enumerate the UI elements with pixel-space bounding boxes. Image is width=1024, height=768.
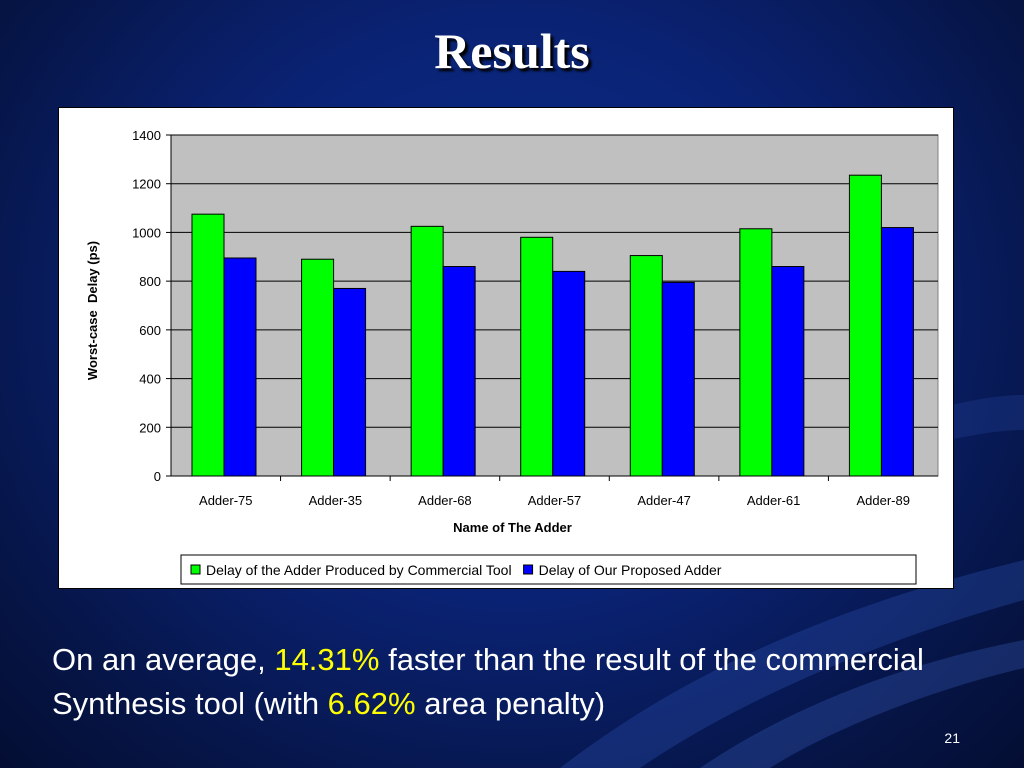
bar-chart: 0 200 400 600 800 1000 1200 1400 Adder-75 Adder-3…: [85, 128, 939, 585]
bar-proposed: [442, 266, 476, 477]
y-tick-label: 200: [139, 420, 161, 435]
x-tick-label: Adder-35: [309, 493, 362, 508]
y-tick-label: 1400: [132, 128, 161, 143]
summary-text: On an average, 14.31% faster than the re…: [52, 638, 992, 726]
slide-title: Results: [434, 23, 590, 79]
x-tick-label: Adder-47: [637, 493, 690, 508]
speed-improvement-value: 14.31%: [274, 642, 380, 677]
page-number: 21: [944, 730, 960, 746]
legend-swatch: [523, 564, 534, 575]
bar-commercial: [848, 174, 882, 477]
bar-proposed: [771, 266, 805, 477]
y-tick-label: 600: [139, 323, 161, 338]
x-tick-label: Adder-68: [418, 493, 471, 508]
y-tick-label: 800: [139, 274, 161, 289]
x-tick-label: Adder-89: [856, 493, 909, 508]
bar-commercial: [191, 213, 225, 477]
bar-proposed: [880, 227, 914, 477]
x-tick-label: Adder-75: [199, 493, 252, 508]
area-penalty-value: 6.62%: [327, 686, 416, 721]
x-axis-title: Name of The Adder: [453, 520, 572, 535]
bar-proposed: [223, 257, 257, 477]
y-tick-label: 1000: [132, 225, 161, 240]
legend-swatch: [190, 564, 201, 575]
bar-commercial: [739, 228, 773, 477]
y-tick-label: 1200: [132, 177, 161, 192]
bar-commercial: [520, 236, 554, 477]
legend-entry: Delay of the Adder Produced by Commercia…: [206, 562, 512, 578]
summary-text-part1: On an average,: [52, 642, 275, 677]
chart-container: 0 200 400 600 800 1000 1200 1400 Adder-75 Adder-3…: [58, 107, 954, 589]
bar-commercial: [301, 258, 335, 477]
y-tick-label: 0: [154, 469, 161, 484]
bar-proposed: [552, 270, 586, 477]
bar-proposed: [333, 287, 367, 477]
summary-text-part2: faster than the result of the commercial…: [52, 642, 924, 721]
y-axis-title: Worst-case Delay (ps): [85, 241, 100, 380]
bar-proposed: [661, 281, 695, 477]
bar-commercial: [410, 225, 444, 477]
y-tick-label: 400: [139, 372, 161, 387]
x-tick-label: Adder-61: [747, 493, 800, 508]
summary-text-part3: area penalty): [415, 686, 606, 721]
legend-entry: Delay of Our Proposed Adder: [539, 562, 722, 578]
x-tick-label: Adder-57: [528, 493, 581, 508]
bar-commercial: [629, 255, 663, 477]
legend-box: [180, 554, 917, 585]
